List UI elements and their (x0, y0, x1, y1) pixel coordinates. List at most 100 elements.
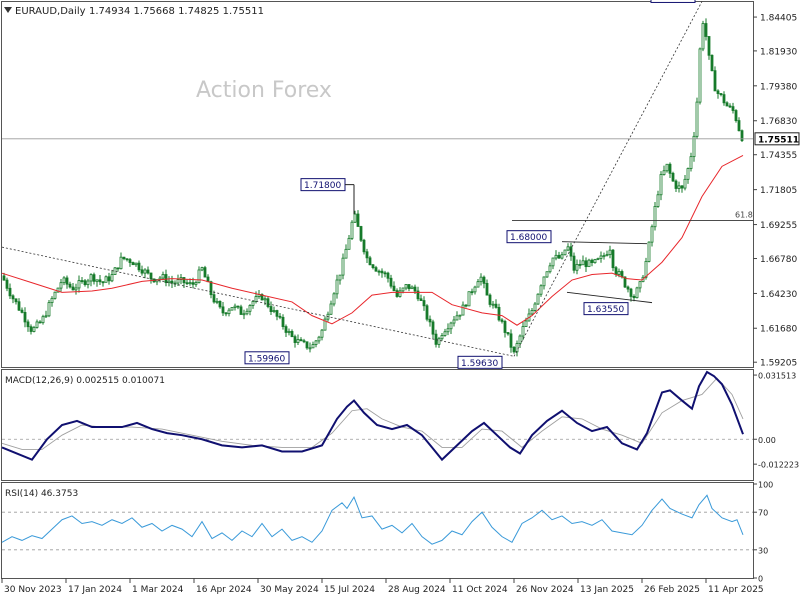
candle-body (413, 286, 417, 292)
candle-body (347, 237, 351, 250)
rsi-line (1, 494, 744, 545)
candle-body (479, 276, 483, 283)
time-axis-label: 28 Aug 2024 (388, 585, 446, 595)
candle-body (305, 341, 309, 349)
candle-body (458, 314, 462, 317)
trend-line-up (513, 1, 703, 357)
candle-body (428, 318, 432, 323)
candle-body (539, 285, 543, 295)
time-axis-label: 17 Jan 2024 (68, 585, 122, 595)
time-axis-label: 26 Nov 2024 (516, 585, 574, 595)
candle-body (452, 319, 456, 324)
candle-body (518, 335, 522, 344)
candle-body (233, 305, 237, 308)
candle-body (92, 274, 96, 282)
candle-body (431, 321, 435, 335)
candle-body (446, 328, 450, 333)
candle-body (701, 23, 705, 50)
time-axis-label: 11 Apr 2025 (708, 585, 764, 595)
candle-body (419, 298, 423, 301)
price-axis-label: 1.61680 (760, 325, 797, 335)
candle-body (383, 272, 387, 275)
current-price-tag (754, 132, 800, 146)
macd-axis-label: 0.00 (758, 436, 776, 445)
candle-body (320, 329, 324, 338)
candle-body (617, 271, 621, 275)
candle-body (29, 326, 33, 332)
candle-body (542, 276, 546, 287)
candle-body (329, 303, 333, 315)
candle-body (20, 309, 24, 313)
candle-body (335, 279, 339, 295)
candle-body (200, 267, 204, 271)
candle-body (407, 284, 411, 290)
candle-body (533, 303, 537, 311)
fib-level-label: 61.8 (735, 210, 753, 219)
candle-body (116, 267, 120, 270)
watermark: Action Forex (196, 78, 332, 103)
candle-body (167, 280, 171, 284)
collapse-triangle-icon[interactable] (4, 7, 12, 13)
candle-body (410, 286, 414, 290)
candle-body (392, 285, 396, 292)
candle-body (260, 294, 264, 301)
candle-body (710, 54, 714, 72)
candle-body (2, 275, 6, 281)
candle-body (215, 300, 219, 303)
candle-body (8, 287, 12, 297)
candle-body (698, 48, 702, 103)
candle-body (188, 282, 192, 285)
rsi-axis-label: 30 (758, 546, 768, 555)
candle-body (491, 303, 495, 306)
moving-average-line (1, 154, 744, 326)
candle-body (608, 249, 612, 255)
price-panel-frame (1, 1, 754, 368)
candle-body (146, 269, 150, 274)
time-axis-label: 26 Feb 2025 (644, 585, 700, 595)
candle-body (281, 316, 285, 327)
candle-body (38, 321, 42, 324)
candle-body (134, 262, 138, 266)
candle-body (590, 259, 594, 264)
candle-body (32, 326, 36, 332)
candle-body (656, 194, 660, 207)
candle-body (269, 306, 273, 312)
candle-body (254, 296, 258, 302)
candle-body (377, 270, 381, 273)
candle-body (71, 286, 75, 291)
candle-body (398, 290, 402, 297)
channel-top-line (561, 241, 648, 245)
candle-body (500, 319, 504, 322)
candle-body (185, 282, 189, 285)
rsi-axis-label: 70 (758, 509, 768, 518)
candle-body (77, 280, 81, 289)
price-label-text: 1.85540 (654, 0, 691, 3)
candle-body (524, 320, 528, 327)
candle-body (23, 312, 27, 323)
price-axis-label: 1.76830 (760, 117, 797, 127)
candle-body (68, 283, 72, 288)
current-price-value: 1.75511 (758, 135, 799, 145)
candle-body (629, 288, 633, 297)
candle-body (272, 310, 276, 312)
rsi-axis-label: 0 (758, 575, 763, 584)
time-axis-label: 16 Apr 2024 (196, 585, 252, 595)
candle-body (338, 274, 342, 281)
candle-body (107, 276, 111, 282)
candle-body (704, 23, 708, 37)
candle-body (86, 280, 90, 286)
candle-body (230, 307, 234, 311)
candle-body (662, 170, 666, 175)
candle-body (104, 276, 108, 283)
candle-body (644, 260, 648, 278)
time-axis-label: 30 Nov 2023 (4, 585, 62, 595)
candle-body (62, 277, 66, 284)
candle-body (353, 213, 357, 223)
candle-body (44, 315, 48, 318)
price-axis-label: 1.64230 (760, 290, 797, 300)
macd-panel-frame (1, 369, 754, 481)
candle-body (551, 257, 555, 267)
candle-body (197, 269, 201, 284)
candle-body (497, 307, 501, 321)
candle-body (725, 102, 729, 107)
